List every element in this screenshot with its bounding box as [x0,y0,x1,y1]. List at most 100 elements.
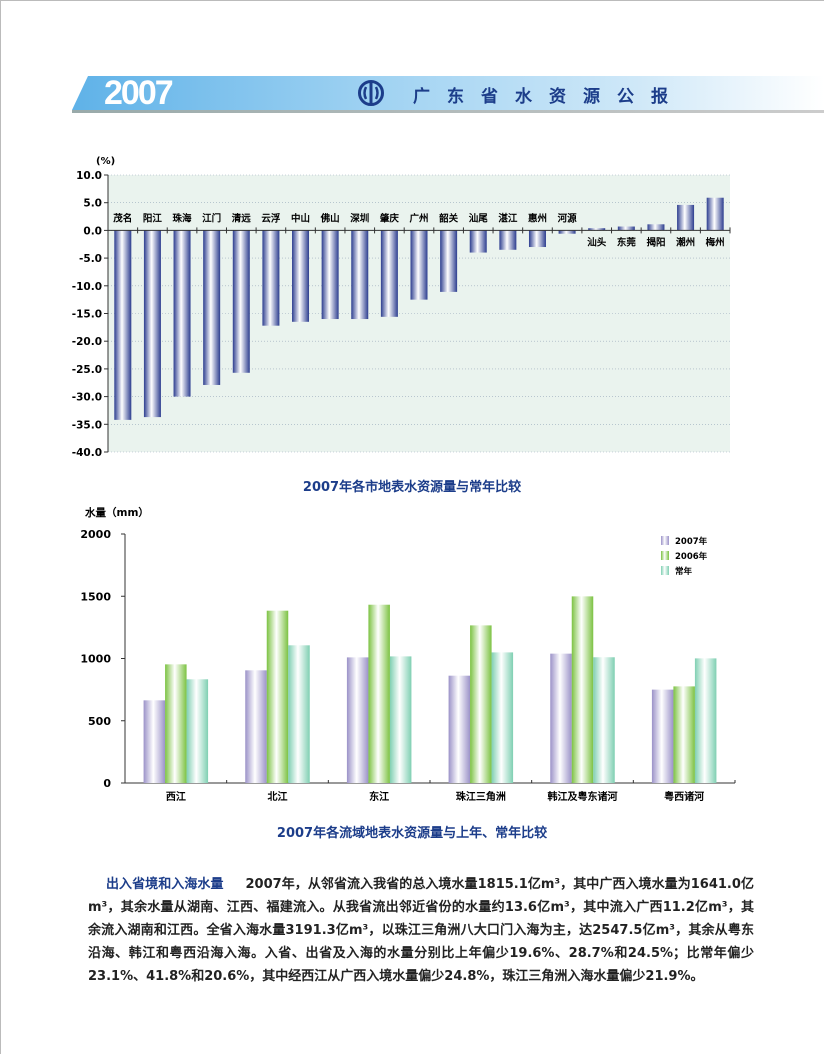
bar-江门 [203,230,221,385]
bar-珠江三角洲-常年 [491,652,514,783]
x-label-阳江: 阳江 [143,212,163,224]
x-label-梅州: 梅州 [706,236,725,248]
bar-韩江及粤东诸河-常年 [593,657,615,783]
bar-东莞 [617,226,635,231]
page-border-top [0,0,824,1]
x-label-深圳: 深圳 [350,212,369,224]
basin-comparison-chart: 水量（mm） 2000 1500 1000 500 0 西江 北江 东江 珠江三角洲 韩江及粤东诸河… [80,506,736,803]
y-axis-label: 水量（mm） [84,506,149,519]
x-label-河源: 河源 [558,212,578,224]
x-label-珠江三角洲: 珠江三角洲 [456,790,506,803]
bar-西江-常年 [186,679,209,783]
bar-阳江 [143,230,161,418]
x-label-佛山: 佛山 [320,212,340,224]
bar-汕尾 [469,230,487,253]
legend-label-2007年: 2007年 [675,536,708,547]
page-border-left [0,0,1,1054]
city-comparison-chart: (%) 10.0 5.0 0.0 -5.0 -10.0 -15.0 -20.0 -25.0 -30… [72,156,731,459]
bar-东江-常年 [389,656,412,783]
header-year: 2007 [104,74,174,112]
y-tick-label: -30.0 [72,392,102,404]
y-tick-label: 10.0 [76,170,102,182]
bar-广州 [410,230,428,300]
inflow-outflow-paragraph: 出入省境和入海水量 2007年，从邻省流入我省的总入境水量1815.1亿m³，其中… [88,873,754,988]
x-label-惠州: 惠州 [528,212,547,224]
x-label-汕尾: 汕尾 [469,212,489,224]
header-banner [72,76,824,110]
bar-潮州 [677,204,695,231]
chart2-title: 2007年各流域地表水资源量与上年、常年比较 [276,826,548,841]
bar-揭阳 [647,224,665,231]
y-tick-label: -20.0 [72,336,102,348]
legend-swatch-2007年 [661,536,669,545]
bar-北江-2007年 [245,670,267,783]
y-tick-label: 5.0 [83,198,102,210]
legend-label-常年: 常年 [675,566,693,577]
bar-茂名 [114,230,132,420]
water-emblem-icon [358,80,384,106]
chart1-title: 2007年各市地表水资源量与常年比较 [302,480,522,495]
y-tick-label: -35.0 [72,419,102,431]
bar-东江-2006年 [368,604,390,783]
x-label-广州: 广州 [409,212,428,224]
bar-东江-2007年 [346,657,369,783]
x-label-韩江及粤东诸河: 韩江及粤东诸河 [548,790,618,803]
bar-梅州 [706,197,724,231]
y-tick-label: 1000 [80,653,111,666]
y-axis-unit: (%) [96,156,115,167]
legend-swatch-2006年 [661,551,669,560]
bar-湛江 [499,230,517,250]
legend-label-2006年: 2006年 [675,551,708,562]
y-tick-label: -15.0 [72,309,102,321]
x-label-东江: 东江 [369,790,389,803]
y-tick-label: 500 [88,715,111,728]
bar-佛山 [321,230,339,320]
bar-韩江及粤东诸河-2006年 [571,596,594,783]
bar-珠江三角洲-2006年 [470,625,492,783]
bar-西江-2007年 [143,700,166,783]
bar-北江-2006年 [266,610,289,783]
x-label-韶关: 韶关 [439,212,459,224]
y-tick-label: -40.0 [72,447,102,459]
x-label-清远: 清远 [232,212,252,224]
x-label-东莞: 东莞 [617,236,637,248]
x-label-粤西诸河: 粤西诸河 [664,790,704,803]
bar-中山 [292,230,310,322]
x-label-揭阳: 揭阳 [646,236,665,248]
x-label-潮州: 潮州 [676,236,695,248]
y-tick-label: 0.0 [83,225,102,237]
paragraph-body: 2007年，从邻省流入我省的总入境水量1815.1亿m³，其中广西入境水量为16… [88,877,754,984]
y-tick-label: 1500 [80,590,111,603]
header-title: 广东省水资源公报 [413,87,685,107]
legend-swatch-常年 [661,566,669,575]
x-label-中山: 中山 [291,212,310,224]
x-label-珠海: 珠海 [173,212,193,224]
y-tick-label: -10.0 [72,281,102,293]
x-label-北江: 北江 [268,790,288,803]
bar-汕头 [588,228,606,231]
x-label-茂名: 茂名 [112,212,132,224]
bar-云浮 [262,230,280,326]
bar-西江-2006年 [165,664,187,783]
y-tick-label: -5.0 [79,253,102,265]
bar-北江-常年 [288,645,310,783]
bar-河源 [558,230,576,234]
header-banner-shadow [72,110,824,113]
bar-韩江及粤东诸河-2007年 [550,653,572,783]
x-label-西江: 西江 [166,790,186,803]
x-label-湛江: 湛江 [498,212,518,224]
y-tick-label: 2000 [80,528,111,541]
bar-珠海 [173,230,191,397]
bar-深圳 [351,230,369,320]
x-label-云浮: 云浮 [261,212,281,224]
x-label-江门: 江门 [202,212,221,224]
x-label-汕头: 汕头 [587,236,607,248]
bar-粤西诸河-2006年 [673,686,695,783]
y-tick-label: -25.0 [72,364,102,376]
bar-粤西诸河-2007年 [651,689,674,783]
paragraph-heading: 出入省境和入海水量 [106,877,224,892]
bar-珠江三角洲-2007年 [448,675,471,783]
bar-粤西诸河-常年 [694,658,717,783]
y-tick-label: 0 [103,777,111,790]
bar-清远 [232,230,250,373]
